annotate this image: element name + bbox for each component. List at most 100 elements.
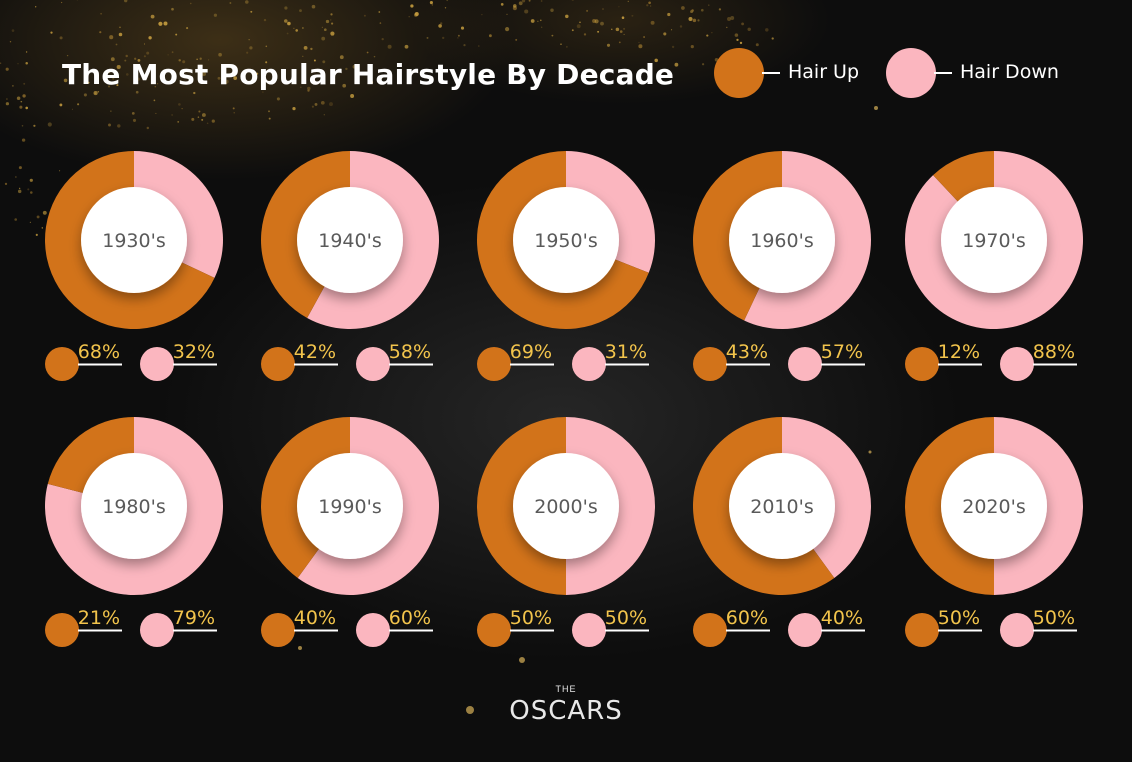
decade-label: 2000's — [534, 496, 597, 518]
sparkle — [431, 4, 434, 6]
sparkle — [623, 33, 625, 35]
sparkle — [323, 114, 325, 116]
sparkle — [438, 24, 442, 28]
percent-marker-hair-down: 32% — [140, 341, 217, 381]
sparkle — [218, 52, 222, 57]
sparkle — [679, 25, 683, 28]
sparkle — [22, 94, 26, 98]
percent-label: 58% — [389, 341, 431, 363]
sparkle — [298, 646, 302, 650]
sparkle — [245, 0, 249, 4]
sparkle — [143, 55, 146, 58]
sparkle — [132, 118, 137, 122]
sparkle — [256, 72, 259, 75]
sparkle — [146, 51, 150, 55]
sparkle — [5, 67, 9, 71]
sparkle — [618, 6, 620, 8]
sparkle — [631, 14, 634, 17]
sparkle — [618, 41, 621, 44]
sparkle — [263, 18, 267, 22]
sparkle — [330, 13, 333, 16]
sparkle — [87, 81, 90, 84]
sparkle — [125, 54, 128, 58]
sparkle — [518, 1, 523, 6]
marker-dot — [477, 347, 511, 381]
marker-dot — [788, 347, 822, 381]
sparkle — [178, 103, 181, 106]
sparkle — [690, 44, 694, 49]
sparkle — [182, 60, 186, 64]
sparkle — [134, 57, 137, 60]
sparkle — [755, 43, 759, 47]
sparkle — [379, 22, 382, 24]
marker-dot — [140, 347, 174, 381]
sparkle — [14, 218, 18, 221]
sparkle — [321, 26, 324, 29]
sparkle — [41, 227, 43, 229]
sparkle — [551, 34, 554, 37]
sparkle — [83, 93, 87, 97]
sparkle — [404, 44, 409, 49]
sparkle — [444, 7, 447, 9]
sparkle — [708, 4, 710, 6]
sparkle — [463, 43, 466, 47]
donut-2010s: 2010's 60% 40% — [692, 417, 871, 647]
sparkle — [116, 64, 121, 70]
percent-marker-hair-up: 42% — [261, 341, 338, 381]
sparkle — [310, 47, 313, 51]
marker-dot — [788, 613, 822, 647]
sparkle — [191, 117, 195, 121]
marker-dot — [572, 347, 606, 381]
sparkle — [11, 84, 14, 87]
sparkle — [97, 90, 100, 93]
percent-label: 43% — [726, 341, 768, 363]
donut-1960s: 1960's 43% 57% — [693, 151, 872, 381]
sparkle — [171, 114, 173, 116]
donut-center — [729, 187, 835, 293]
sparkle — [576, 24, 581, 29]
donut-center — [941, 187, 1047, 293]
percent-marker-hair-up: 40% — [261, 607, 338, 647]
sparkle — [299, 86, 302, 89]
sparkle — [117, 124, 121, 128]
sparkle — [650, 20, 655, 25]
sparkle — [63, 78, 68, 83]
sparkle — [107, 70, 111, 74]
sparkle — [25, 106, 28, 110]
sparkle — [136, 77, 140, 81]
sparkle — [223, 67, 226, 70]
sparkle — [457, 37, 459, 39]
sparkle — [17, 63, 19, 65]
decade-label: 1960's — [750, 230, 813, 252]
sparkle — [178, 59, 181, 62]
sparkle — [59, 170, 61, 172]
sparkle — [410, 4, 414, 8]
sparkle — [135, 90, 139, 94]
sparkle — [638, 44, 643, 49]
sparkle — [457, 34, 460, 37]
sparkle — [460, 26, 465, 30]
sparkle — [442, 36, 445, 40]
sparkle — [17, 189, 22, 194]
marker-dot — [905, 347, 939, 381]
sparkle — [322, 60, 326, 64]
sparkle — [148, 36, 152, 40]
sparkle — [291, 79, 294, 82]
sparkle — [874, 106, 878, 110]
percent-marker-hair-down: 57% — [788, 341, 865, 381]
percent-label: 68% — [78, 341, 120, 363]
legend-hair-up-swatch — [714, 48, 764, 98]
sparkle — [311, 4, 316, 9]
sparkle — [579, 21, 581, 24]
sparkle — [153, 99, 156, 102]
legend-hair-down-connector — [934, 72, 952, 74]
sparkle — [868, 450, 872, 454]
sparkle — [116, 84, 119, 87]
sparkle — [15, 176, 17, 178]
sparkle — [627, 0, 630, 3]
sparkle — [700, 8, 704, 12]
sparkle — [171, 7, 174, 11]
sparkle — [446, 0, 448, 2]
